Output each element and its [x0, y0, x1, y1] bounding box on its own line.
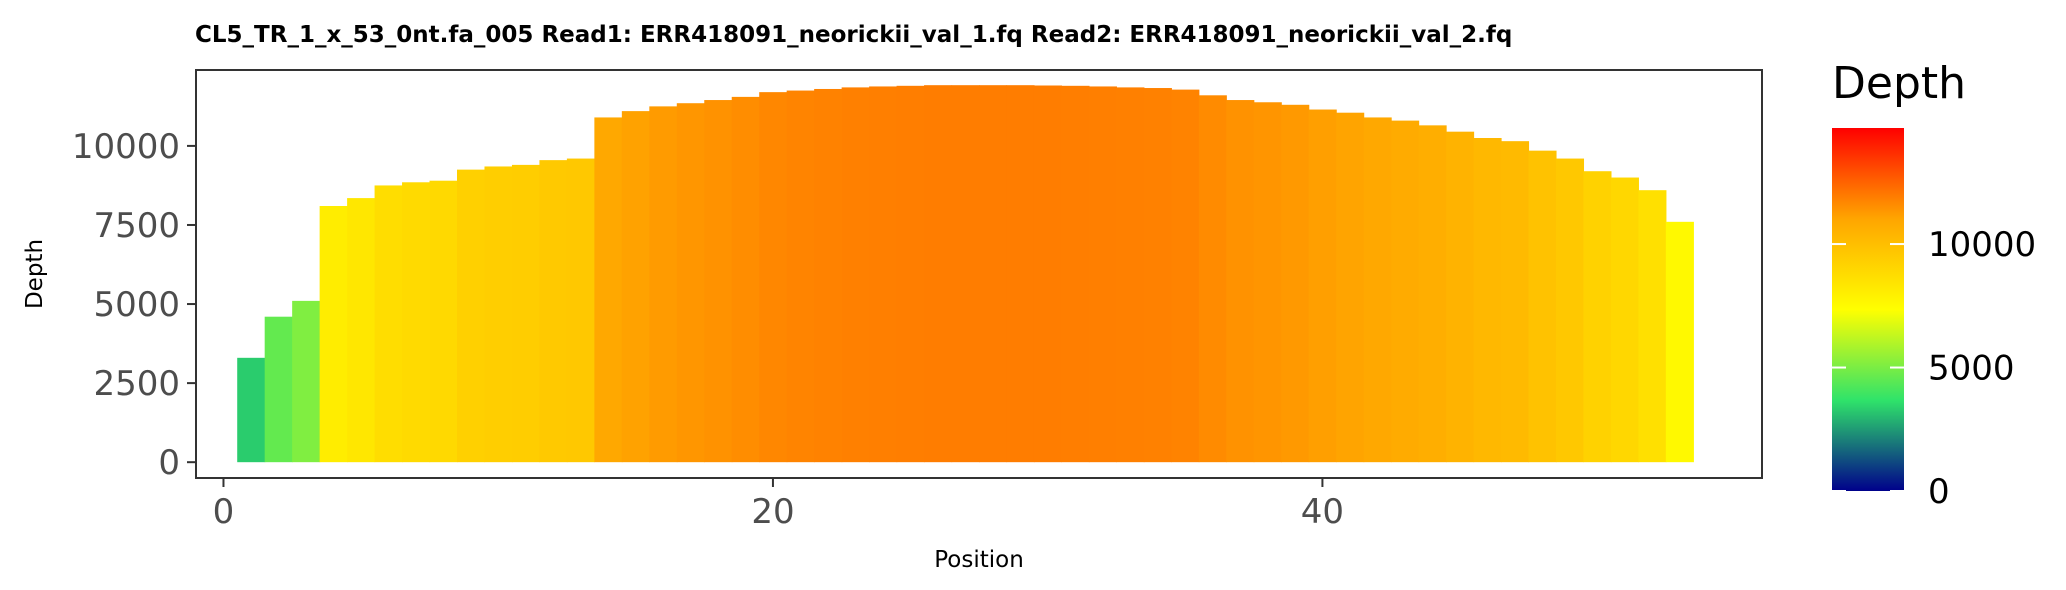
bar	[979, 85, 1008, 463]
legend-tick-label: 10000	[1928, 225, 2036, 265]
bar	[237, 357, 266, 463]
bar	[1033, 85, 1063, 463]
bar	[759, 92, 788, 463]
bar	[1336, 112, 1365, 463]
bar	[319, 206, 348, 463]
y-tick-label: 7500	[93, 206, 180, 246]
bar	[566, 158, 595, 463]
x-tick-label: 20	[751, 492, 794, 532]
bar	[1281, 104, 1310, 463]
bar	[594, 117, 623, 463]
bar	[1143, 88, 1172, 463]
bar	[1555, 158, 1585, 463]
bar	[1446, 131, 1475, 463]
bar	[1088, 86, 1117, 463]
bar	[869, 86, 898, 463]
legend-title: Depth	[1832, 58, 1966, 109]
bar	[1198, 95, 1227, 463]
bar	[896, 85, 925, 463]
bar	[1308, 109, 1337, 463]
legend-tick-label: 5000	[1928, 349, 2015, 389]
bar	[704, 100, 733, 463]
axes-group: 0 2500 5000 7500 10000 0 20 40	[72, 127, 1344, 532]
bar	[292, 300, 321, 463]
bar	[264, 316, 293, 463]
bar	[1418, 125, 1447, 463]
bar	[1116, 87, 1145, 463]
bar	[1061, 85, 1090, 463]
bar	[457, 169, 486, 463]
legend-colorbar	[1832, 128, 1904, 491]
bar	[1583, 171, 1612, 463]
y-axis-title: Depth	[22, 239, 48, 309]
bar	[511, 164, 541, 463]
legend-tick-label: 0	[1928, 472, 1950, 512]
bar	[484, 166, 513, 463]
x-axis-title: Position	[934, 547, 1024, 573]
bar	[1006, 85, 1035, 463]
bar	[429, 180, 458, 463]
bar	[676, 103, 705, 463]
chart-title: CL5_TR_1_x_53_0nt.fa_005 Read1: ERR41809…	[195, 22, 1512, 48]
plot-panel-border	[195, 69, 1763, 479]
bar	[1610, 177, 1639, 463]
bar	[841, 87, 870, 463]
bar	[649, 106, 678, 463]
bar	[347, 198, 376, 463]
legend-ticks: 0 5000 10000	[1832, 225, 2036, 512]
bar	[539, 160, 568, 463]
bar	[1253, 102, 1282, 463]
x-tick-label: 0	[213, 492, 235, 532]
bar	[924, 85, 953, 463]
bar	[1363, 117, 1392, 463]
bar	[1665, 221, 1694, 463]
bar	[1226, 100, 1255, 463]
bar	[1638, 190, 1667, 463]
bar	[1528, 150, 1557, 463]
y-tick-label: 0	[158, 443, 180, 483]
bar	[621, 111, 650, 463]
y-tick-label: 5000	[93, 285, 180, 325]
bar	[731, 96, 760, 463]
y-tick-label: 2500	[93, 364, 180, 404]
bars-group	[237, 85, 1694, 463]
bar	[951, 85, 980, 463]
bar	[786, 90, 815, 463]
bar	[1473, 138, 1502, 463]
bar	[814, 88, 843, 463]
y-tick-label: 10000	[72, 127, 180, 167]
bar	[1391, 120, 1420, 463]
bar	[374, 185, 403, 463]
bar	[1501, 141, 1530, 463]
x-tick-label: 40	[1301, 492, 1344, 532]
bar	[402, 182, 431, 463]
bar	[1171, 89, 1200, 463]
